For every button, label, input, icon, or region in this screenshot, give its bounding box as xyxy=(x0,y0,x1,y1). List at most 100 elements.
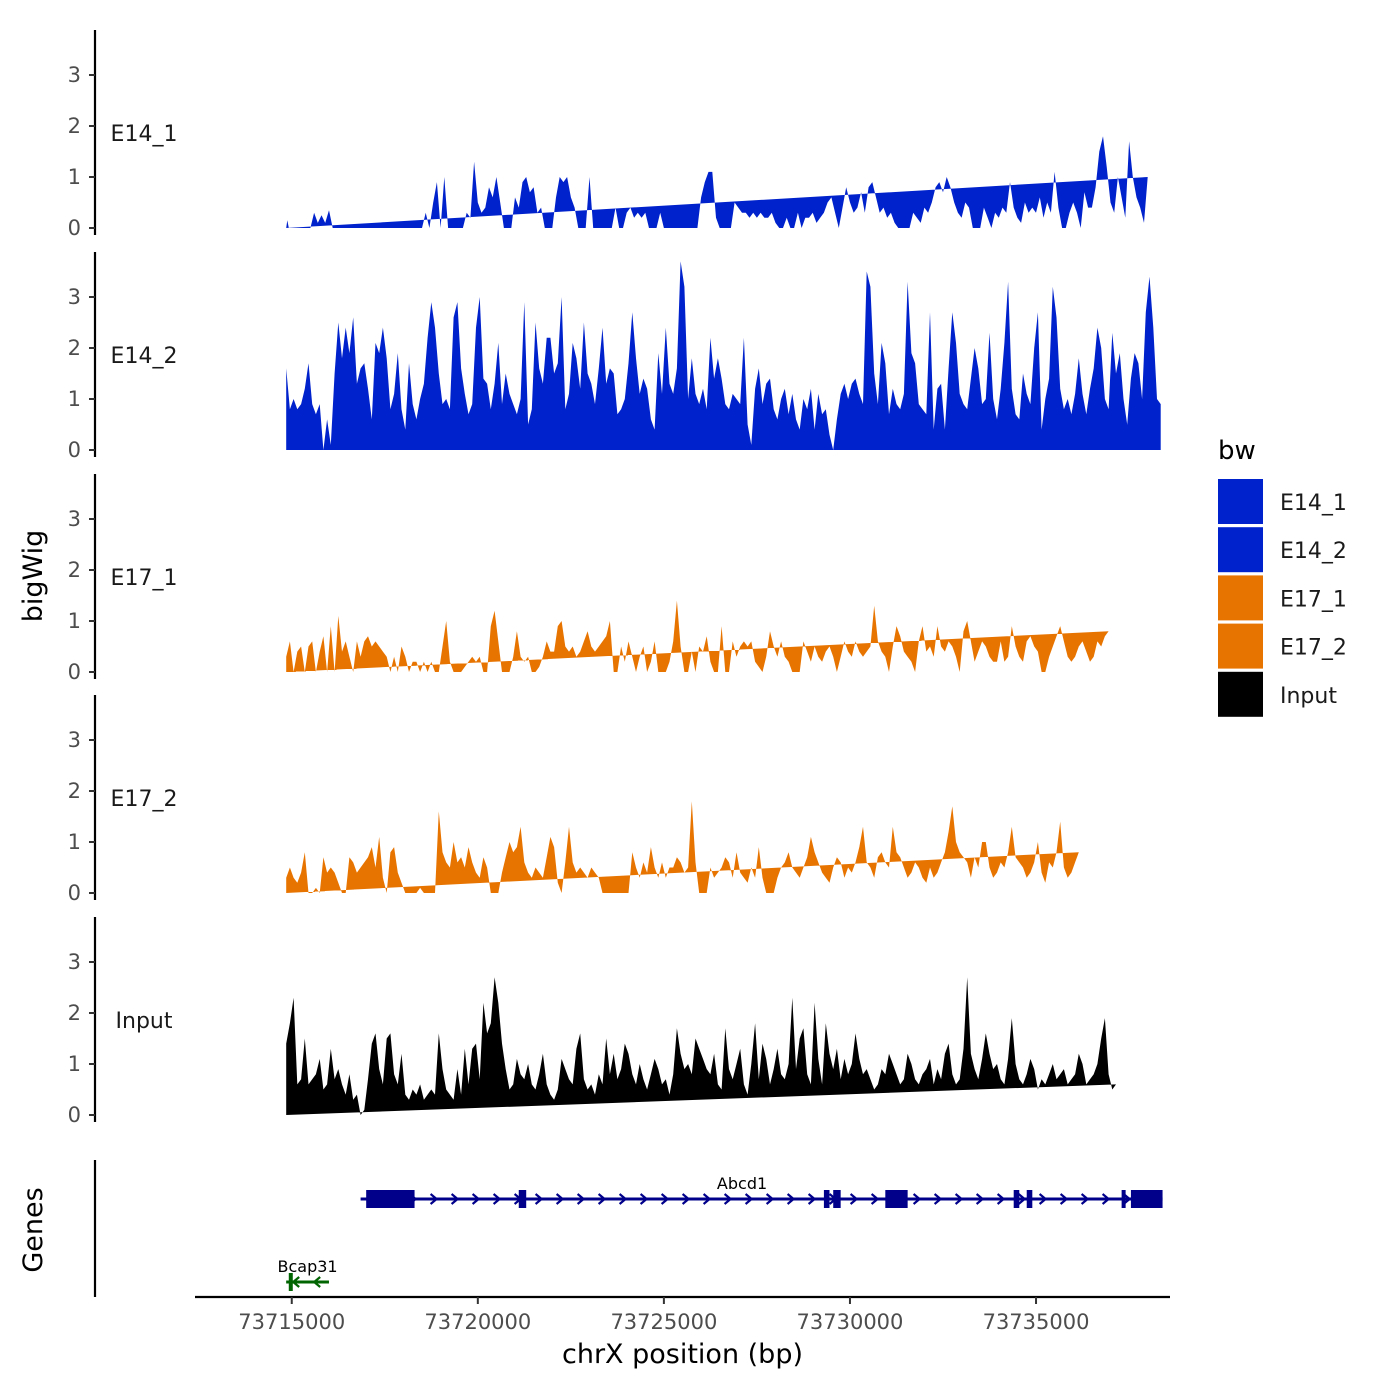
exon xyxy=(1013,1190,1020,1208)
legend-label: E17_2 xyxy=(1280,636,1347,661)
exon xyxy=(823,1190,830,1208)
track-label: E17_2 xyxy=(111,787,178,812)
y-tick-label: 3 xyxy=(68,950,81,974)
exon xyxy=(518,1190,527,1208)
strand-chevron xyxy=(1017,1193,1027,1205)
strand-chevron xyxy=(849,1193,859,1205)
strand-chevron xyxy=(291,1276,300,1288)
legend-swatch xyxy=(1218,623,1263,669)
y-tick-label: 3 xyxy=(68,285,81,309)
gene-bcap31: Bcap31 xyxy=(278,1257,338,1291)
strand-chevron xyxy=(870,1193,880,1205)
y-tick-label: 0 xyxy=(68,438,81,462)
exon xyxy=(833,1190,841,1208)
strand-chevron xyxy=(933,1193,943,1205)
strand-chevron xyxy=(492,1193,502,1205)
y-tick-label: 1 xyxy=(68,387,81,411)
signal-tracks: 0 1 2 3 E14_1 0 1 2 3 E14_2 0 1 2 3 E17_1 0 1 2 3 E17_2 0 1 2 3… xyxy=(68,30,1161,1127)
strand-chevron xyxy=(1038,1193,1048,1205)
strand-chevron xyxy=(660,1193,670,1205)
legend-swatch xyxy=(1218,479,1263,524)
y-tick-label: 1 xyxy=(68,1052,81,1076)
track-label: E17_1 xyxy=(111,566,178,591)
y-tick-label: 3 xyxy=(68,728,81,752)
y-tick-label: 2 xyxy=(68,1001,81,1025)
y-tick-label: 0 xyxy=(68,216,81,240)
track-e17-2: 0 1 2 3 E17_2 xyxy=(68,695,1079,905)
exon xyxy=(885,1190,908,1208)
signal-area-e14-2 xyxy=(286,261,1161,450)
x-tick-label: 73715000 xyxy=(238,1310,345,1334)
track-input: 0 1 2 3 Input xyxy=(68,917,1116,1127)
legend-label: E14_2 xyxy=(1280,539,1347,564)
y-tick-label: 1 xyxy=(68,165,81,189)
legend-label: E17_1 xyxy=(1280,587,1347,612)
legend-swatch xyxy=(1218,671,1263,717)
legend-title: bw xyxy=(1218,436,1256,466)
strand-chevron xyxy=(681,1193,691,1205)
strand-chevron xyxy=(723,1193,733,1205)
legend: bw E14_1 E14_2 E17_1 E17_2 Input xyxy=(1218,436,1347,717)
strand-chevron xyxy=(702,1193,712,1205)
y-tick-label: 1 xyxy=(68,609,81,633)
y-tick-label: 2 xyxy=(68,779,81,803)
signal-area-input xyxy=(286,977,1116,1115)
signal-area-e17-1 xyxy=(286,600,1109,672)
y-tick-label: 1 xyxy=(68,830,81,854)
legend-swatch xyxy=(1218,527,1263,573)
x-tick-label: 73720000 xyxy=(424,1310,531,1334)
signal-area-e14-1 xyxy=(286,136,1148,228)
gene-label: Bcap31 xyxy=(278,1257,338,1276)
y-tick-label: 0 xyxy=(68,1103,81,1127)
x-tick-label: 73735000 xyxy=(983,1310,1090,1334)
strand-chevron xyxy=(786,1193,796,1205)
strand-chevron xyxy=(471,1193,481,1205)
legend-swatch xyxy=(1218,575,1263,621)
legend-label: E14_1 xyxy=(1280,491,1347,516)
x-tick-label: 73730000 xyxy=(797,1310,904,1334)
track-label: E14_1 xyxy=(111,122,178,147)
strand-chevron xyxy=(450,1193,460,1205)
track-e14-2: 0 1 2 3 E14_2 xyxy=(68,252,1161,462)
y-tick-label: 3 xyxy=(68,507,81,531)
y-tick-label: 0 xyxy=(68,660,81,684)
strand-chevron xyxy=(576,1193,586,1205)
strand-chevron xyxy=(312,1276,321,1288)
strand-chevron xyxy=(429,1193,439,1205)
signal-area-e17-2 xyxy=(286,801,1079,893)
exon xyxy=(1026,1190,1033,1208)
track-e17-1: 0 1 2 3 E17_1 xyxy=(68,474,1109,684)
x-axis-title: chrX position (bp) xyxy=(562,1339,803,1370)
exon xyxy=(366,1190,415,1208)
strand-chevron xyxy=(975,1193,985,1205)
legend-label: Input xyxy=(1280,684,1337,709)
strand-chevron xyxy=(555,1193,565,1205)
strand-chevron xyxy=(1059,1193,1069,1205)
x-tick-label: 73725000 xyxy=(610,1310,717,1334)
track-label: E14_2 xyxy=(111,344,178,369)
y-tick-label: 2 xyxy=(68,336,81,360)
strand-chevron xyxy=(996,1193,1006,1205)
strand-chevron xyxy=(1080,1193,1090,1205)
x-axis: 73715000 73720000 73725000 73730000 73735000 xyxy=(195,1295,1170,1334)
y-axis-title-bigwig: bigWig xyxy=(18,530,49,623)
exon xyxy=(288,1273,293,1291)
y-axis-title-genes: Genes xyxy=(18,1187,49,1272)
y-tick-label: 2 xyxy=(68,114,81,138)
track-label: Input xyxy=(116,1009,173,1034)
strand-chevron xyxy=(1101,1193,1111,1205)
strand-chevron xyxy=(534,1193,544,1205)
y-tick-label: 0 xyxy=(68,881,81,905)
strand-chevron xyxy=(639,1193,649,1205)
gene-abcd1: Abcd1 xyxy=(360,1174,1163,1208)
strand-chevron xyxy=(618,1193,628,1205)
gene-track: Abcd1 Bcap31 xyxy=(93,1160,1163,1297)
strand-chevron xyxy=(912,1193,922,1205)
y-tick-label: 2 xyxy=(68,558,81,582)
track-e14-1: 0 1 2 3 E14_1 xyxy=(68,30,1148,240)
strand-chevron xyxy=(807,1193,817,1205)
strand-chevron xyxy=(597,1193,607,1205)
strand-chevron xyxy=(954,1193,964,1205)
strand-chevron xyxy=(744,1193,754,1205)
